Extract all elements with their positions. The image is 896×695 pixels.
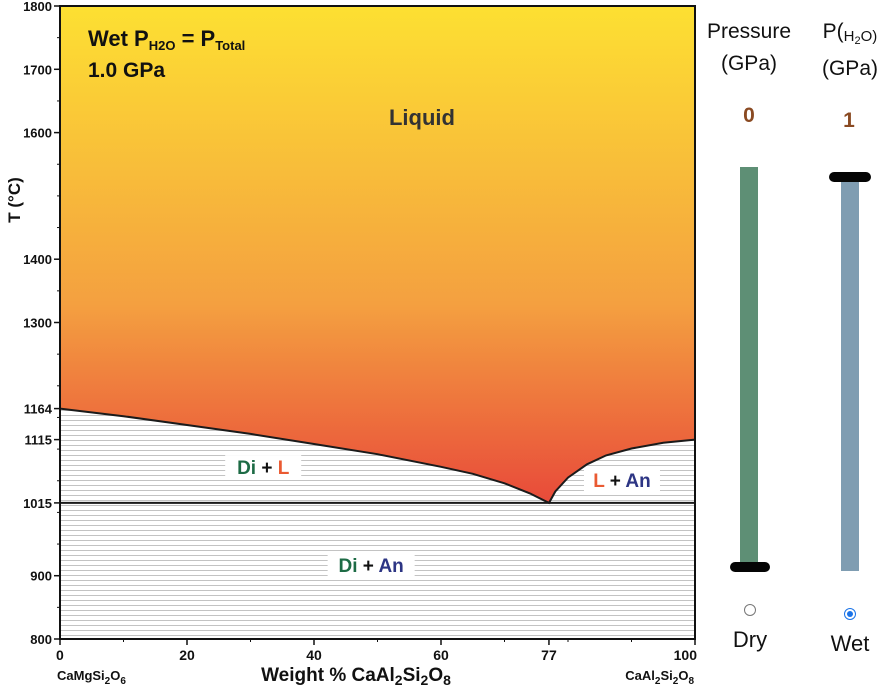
region-label-liquid: Liquid	[389, 105, 455, 130]
liquidus-curve	[59, 407, 696, 505]
y-tick-label: 1600	[23, 126, 52, 141]
y-tick-label: 1115	[25, 433, 53, 448]
wet-label[interactable]: Wet	[831, 631, 870, 656]
p-h2o-slider-track[interactable]	[841, 177, 859, 571]
plot-area	[59, 5, 696, 640]
dry-radio-option[interactable]: Dry	[733, 604, 767, 653]
region-label-background	[327, 553, 415, 578]
p-h2o-slider-handle[interactable]	[829, 172, 871, 182]
x-tick-label: 77	[541, 647, 557, 663]
field-labels: Liquid Di + L L + An Di + An	[225, 105, 660, 578]
x-tick-label: 0	[56, 647, 64, 663]
x-tick-label: 60	[433, 647, 449, 663]
liquid-field	[60, 6, 695, 503]
region-label-background	[225, 455, 302, 480]
x-tick-label: 100	[674, 647, 698, 663]
condition-line-1: Wet PH2O = PTotal	[88, 26, 245, 53]
pressure-slider-track[interactable]	[740, 167, 758, 567]
y-tick-label: 1400	[23, 252, 52, 267]
x-axis-title: Weight % CaAl2Si2O8	[261, 665, 451, 688]
p-h2o-title-line-2: (GPa)	[822, 57, 878, 80]
region-label-di-plus-l: Di + L	[237, 458, 290, 479]
pressure-slider-handle[interactable]	[730, 562, 770, 572]
x-axis: 0 20 40 60 77 100	[56, 639, 697, 663]
region-label-di-plus-an: Di + An	[339, 556, 404, 577]
wet-radio-dot	[847, 611, 853, 617]
pressure-title-line-1: Pressure	[707, 20, 791, 43]
x-tick-label: 20	[179, 647, 195, 663]
y-tick-label: 1015	[23, 496, 52, 511]
x-axis-end-left-label: CaMgSi2O6	[57, 668, 126, 687]
region-label-background	[583, 467, 660, 492]
pressure-title-line-2: (GPa)	[721, 52, 777, 75]
y-axis: 800 900 1015 1115 1164 1300 1400 1600 1700 1800	[23, 0, 60, 647]
condition-line-2: 1.0 GPa	[88, 59, 165, 82]
y-tick-label: 1300	[23, 316, 52, 331]
dry-label[interactable]: Dry	[733, 627, 767, 652]
p-h2o-title-line-1: P(H2O)	[823, 20, 878, 47]
y-axis-title: T (°C)	[5, 177, 24, 223]
y-tick-label: 800	[30, 632, 52, 647]
x-axis-end-right-label: CaAl2Si2O8	[625, 668, 694, 687]
region-label-l-plus-an: L + An	[593, 471, 651, 492]
pressure-control: Pressure (GPa) 0	[707, 20, 791, 572]
condition-label: Wet PH2O = PTotal 1.0 GPa	[88, 26, 245, 82]
y-tick-label: 1800	[23, 0, 52, 14]
p-h2o-value: 1	[843, 109, 855, 132]
y-tick-label: 900	[30, 569, 52, 584]
mode-radio-group: Dry Wet	[733, 604, 870, 657]
wet-radio-option[interactable]: Wet	[831, 608, 870, 657]
y-tick-label: 1700	[23, 62, 52, 77]
y-tick-label: 1164	[24, 402, 53, 417]
p-h2o-control: P(H2O) (GPa) 1	[822, 20, 878, 571]
pressure-value: 0	[743, 104, 755, 127]
dry-radio[interactable]	[744, 604, 756, 616]
x-tick-label: 40	[306, 647, 322, 663]
